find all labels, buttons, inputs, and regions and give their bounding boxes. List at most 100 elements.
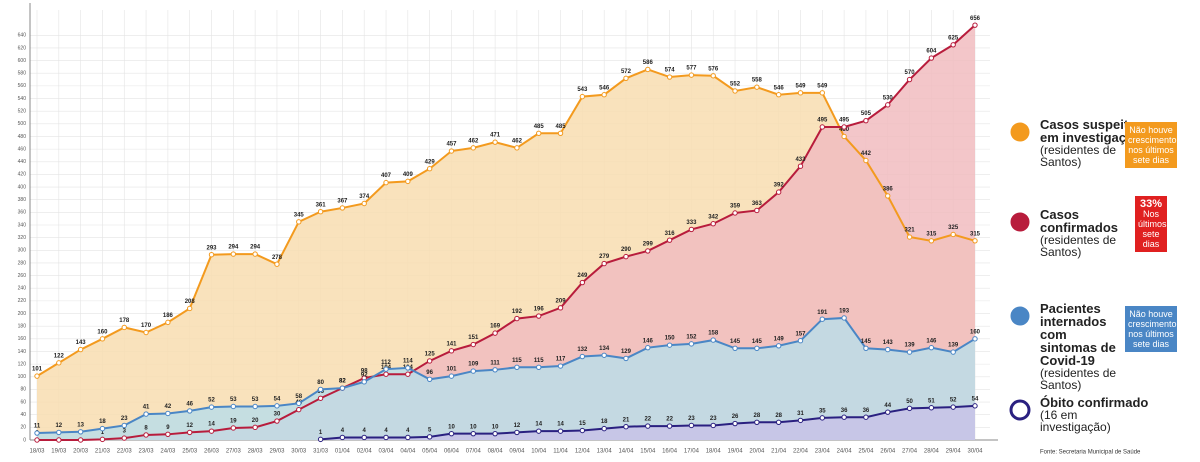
point — [296, 400, 302, 407]
legend-entry: Casos suspeitos em investigação (resident… — [1040, 118, 1150, 168]
data-label: 485 — [556, 124, 567, 130]
point — [775, 419, 782, 425]
point — [579, 279, 586, 286]
data-label: 44 — [884, 403, 891, 409]
point — [448, 148, 455, 154]
data-label: 158 — [708, 331, 719, 337]
point — [623, 75, 629, 81]
point — [56, 437, 62, 443]
data-label: 367 — [337, 199, 348, 205]
data-label: 117 — [556, 357, 566, 363]
badge: Não houve crescimento nos últimos sete d… — [1125, 122, 1177, 168]
point — [514, 429, 520, 436]
data-label: 112 — [381, 360, 391, 366]
data-label: 143 — [883, 340, 894, 346]
point — [448, 373, 455, 379]
data-label: 14 — [535, 422, 542, 428]
point — [383, 434, 389, 441]
point — [885, 346, 891, 353]
y-tick-label: 520 — [18, 109, 27, 115]
point — [906, 405, 913, 412]
data-label: 4 — [406, 428, 410, 434]
data-label: 505 — [861, 111, 872, 117]
x-tick-label: 02/04 — [357, 449, 373, 455]
y-tick-label: 440 — [18, 159, 27, 165]
point — [863, 345, 869, 352]
point — [557, 428, 564, 434]
point — [361, 200, 367, 207]
x-tick-label: 07/04 — [466, 449, 482, 455]
x-tick-label: 13/04 — [597, 449, 613, 455]
data-label: 4 — [384, 428, 388, 434]
data-label: 82 — [339, 379, 346, 385]
point — [819, 90, 826, 96]
data-label: 160 — [97, 329, 108, 335]
point — [56, 360, 62, 366]
x-tick-label: 18/03 — [29, 449, 45, 455]
y-tick-label: 200 — [18, 311, 27, 317]
data-label: 549 — [817, 83, 828, 89]
point — [710, 221, 716, 227]
point — [841, 133, 847, 140]
data-label: 51 — [928, 398, 935, 404]
y-tick-label: 400 — [18, 184, 27, 190]
legend-subtitle: (residentes de Santos) — [1040, 233, 1117, 259]
data-label: 480 — [839, 127, 850, 133]
data-label: 570 — [905, 70, 916, 76]
legend-entry: Pacientes internados com sintomas de Cov… — [1040, 302, 1120, 391]
data-label: 321 — [905, 228, 916, 234]
y-tick-label: 640 — [18, 33, 27, 39]
point — [317, 209, 324, 215]
point — [688, 422, 695, 429]
data-label: 146 — [926, 338, 937, 344]
point — [274, 418, 280, 424]
point — [383, 366, 389, 372]
legend-name: Casos suspeitos em investigação — [1040, 117, 1144, 145]
data-label: 429 — [425, 159, 436, 165]
point — [950, 349, 956, 355]
point — [361, 434, 367, 441]
point — [536, 428, 542, 434]
point — [688, 226, 695, 233]
data-label: 374 — [359, 194, 370, 200]
data-label: 345 — [294, 212, 305, 218]
point — [797, 90, 804, 96]
point — [819, 316, 826, 322]
data-label: 139 — [905, 343, 916, 349]
x-tick-label: 29/03 — [269, 449, 285, 455]
point — [645, 423, 651, 429]
x-tick-label: 27/03 — [226, 449, 242, 455]
point — [514, 145, 520, 151]
data-label: 576 — [708, 66, 719, 72]
data-label: 530 — [883, 95, 894, 101]
data-label: 111 — [490, 360, 500, 366]
point — [230, 425, 237, 431]
x-tick-label: 25/03 — [182, 449, 198, 455]
point — [77, 429, 84, 435]
y-tick-label: 380 — [18, 197, 27, 203]
y-tick-label: 540 — [18, 96, 27, 102]
y-tick-label: 220 — [18, 298, 27, 304]
data-label: 577 — [686, 66, 697, 72]
data-label: 12 — [186, 423, 193, 429]
y-tick-label: 260 — [18, 273, 27, 279]
point — [296, 406, 302, 413]
point — [143, 432, 149, 438]
point — [383, 179, 389, 186]
data-label: 23 — [688, 416, 695, 422]
point — [863, 117, 869, 124]
point — [77, 437, 84, 443]
data-label: 26 — [732, 414, 739, 420]
x-tick-label: 24/04 — [837, 449, 853, 455]
badge: Não houve crescimento nos últimos sete d… — [1125, 306, 1177, 352]
point — [56, 429, 62, 436]
y-tick-label: 600 — [18, 58, 27, 64]
data-label: 191 — [817, 310, 828, 316]
data-label: 23 — [121, 416, 128, 422]
data-label: 58 — [295, 394, 302, 400]
data-label: 115 — [534, 358, 544, 364]
data-label: 114 — [403, 358, 413, 364]
y-tick-label: 460 — [18, 146, 27, 152]
data-label: 28 — [754, 413, 761, 419]
data-label: 315 — [926, 231, 937, 237]
